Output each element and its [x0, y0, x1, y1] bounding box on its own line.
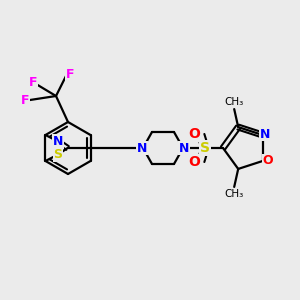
Text: N: N: [260, 128, 270, 141]
Text: F: F: [21, 94, 29, 106]
Text: S: S: [53, 148, 62, 161]
Text: N: N: [179, 142, 189, 154]
Text: CH₃: CH₃: [225, 97, 244, 107]
Text: CH₃: CH₃: [225, 189, 244, 199]
Text: O: O: [262, 154, 273, 167]
Text: S: S: [200, 141, 210, 155]
Text: O: O: [188, 127, 200, 141]
Text: O: O: [188, 155, 200, 169]
Text: F: F: [29, 76, 37, 88]
Text: N: N: [53, 135, 63, 148]
Text: F: F: [66, 68, 74, 80]
Text: N: N: [137, 142, 147, 154]
